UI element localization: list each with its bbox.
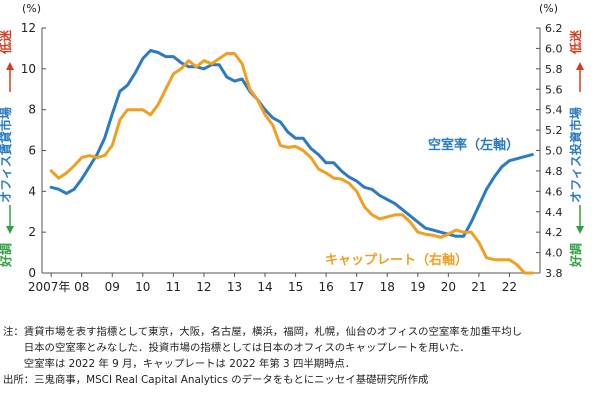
left-tick-label: 0 xyxy=(28,266,36,280)
right-tick-label: 5.8 xyxy=(545,63,563,76)
right-tick-label: 5.4 xyxy=(545,104,563,117)
x-tick-label: 10 xyxy=(135,280,150,294)
cap-rate-annotation: キャップレート（右軸） xyxy=(325,252,468,268)
left-tick-label: 4 xyxy=(28,184,36,198)
note-line-3: 空室率は 2022 年 9 月，キャップレートは 2022 年第 3 四半期時点… xyxy=(3,358,356,370)
axes-layer: 0 2 4 6 8 10 12 (%) 3.8 4.0 4.2 4.4 4.6 4.8 5.0 5.2 5.4 5… xyxy=(21,2,563,294)
x-tick-label: 08 xyxy=(74,280,89,294)
x-tick-label: 14 xyxy=(257,280,272,294)
x-tick-label: 21 xyxy=(471,280,486,294)
right-axis-unit: (%) xyxy=(539,2,558,15)
x-tick-label: 2007年 xyxy=(28,280,71,294)
vacancy-rate-line xyxy=(49,49,534,238)
right-side-top-label: 低迷 xyxy=(568,29,583,55)
right-tick-label: 5.6 xyxy=(545,83,563,96)
left-tick-label: 10 xyxy=(21,62,36,76)
left-tick-label: 12 xyxy=(21,21,36,35)
x-tick-label: 22 xyxy=(502,280,517,294)
series-layer xyxy=(49,49,534,275)
x-tick-label: 09 xyxy=(105,280,120,294)
right-tick-label: 3.8 xyxy=(545,267,563,280)
x-tick-label: 13 xyxy=(227,280,242,294)
left-tick-label: 2 xyxy=(28,225,36,239)
left-side-up-arrowhead xyxy=(6,62,14,70)
right-tick-label: 6.0 xyxy=(545,42,563,55)
x-tick-label: 17 xyxy=(349,280,364,294)
right-tick-label: 5.2 xyxy=(545,124,563,137)
right-tick-label: 4.4 xyxy=(545,206,563,219)
left-tick-label: 8 xyxy=(28,103,36,117)
right-side-bottom-label: 好調 xyxy=(568,243,583,268)
note-line-2: 日本の空室率とみなした．投資市場の指標としては日本のオフィスのキャップレートを用… xyxy=(3,342,470,354)
right-side-up-arrowhead xyxy=(576,62,584,70)
x-tick-label: 15 xyxy=(288,280,303,294)
x-tick-label: 20 xyxy=(441,280,456,294)
right-tick-label: 4.0 xyxy=(545,247,563,260)
cap-rate-line xyxy=(49,52,534,275)
left-axis-unit: (%) xyxy=(22,2,41,15)
right-side-down-arrowhead xyxy=(576,226,584,234)
x-tick-label: 16 xyxy=(318,280,333,294)
right-tick-label: 4.8 xyxy=(545,165,563,178)
x-tick-label: 12 xyxy=(196,280,211,294)
vacancy-rate-annotation: 空室率（左軸） xyxy=(428,137,519,153)
x-tick-label: 19 xyxy=(410,280,425,294)
right-tick-label: 5.0 xyxy=(545,145,563,158)
x-tick-label: 11 xyxy=(166,280,181,294)
right-side-middle-label: オフィス投資市場 xyxy=(568,107,583,203)
source-line: 出所：三鬼商事，MSCI Real Capital Analytics のデータ… xyxy=(3,374,429,386)
x-tick-label: 18 xyxy=(380,280,395,294)
left-side-down-arrowhead xyxy=(6,226,14,234)
left-side-top-label: 低迷 xyxy=(0,29,13,55)
chart-canvas: 0 2 4 6 8 10 12 (%) 3.8 4.0 4.2 4.4 4.6 4.8 5.0 5.2 5.4 5… xyxy=(0,2,584,294)
right-tick-label: 4.6 xyxy=(545,185,563,198)
note-line-1: 注：賃貸市場を表す指標として東京，大阪，名古屋，横浜，福岡，札幌，仙台のオフィス… xyxy=(3,326,523,338)
right-tick-label: 4.2 xyxy=(545,226,563,239)
left-side-middle-label: オフィス賃貸市場 xyxy=(0,107,13,203)
left-side-bottom-label: 好調 xyxy=(0,243,13,268)
right-tick-label: 6.2 xyxy=(545,22,563,35)
left-tick-label: 6 xyxy=(28,144,36,158)
